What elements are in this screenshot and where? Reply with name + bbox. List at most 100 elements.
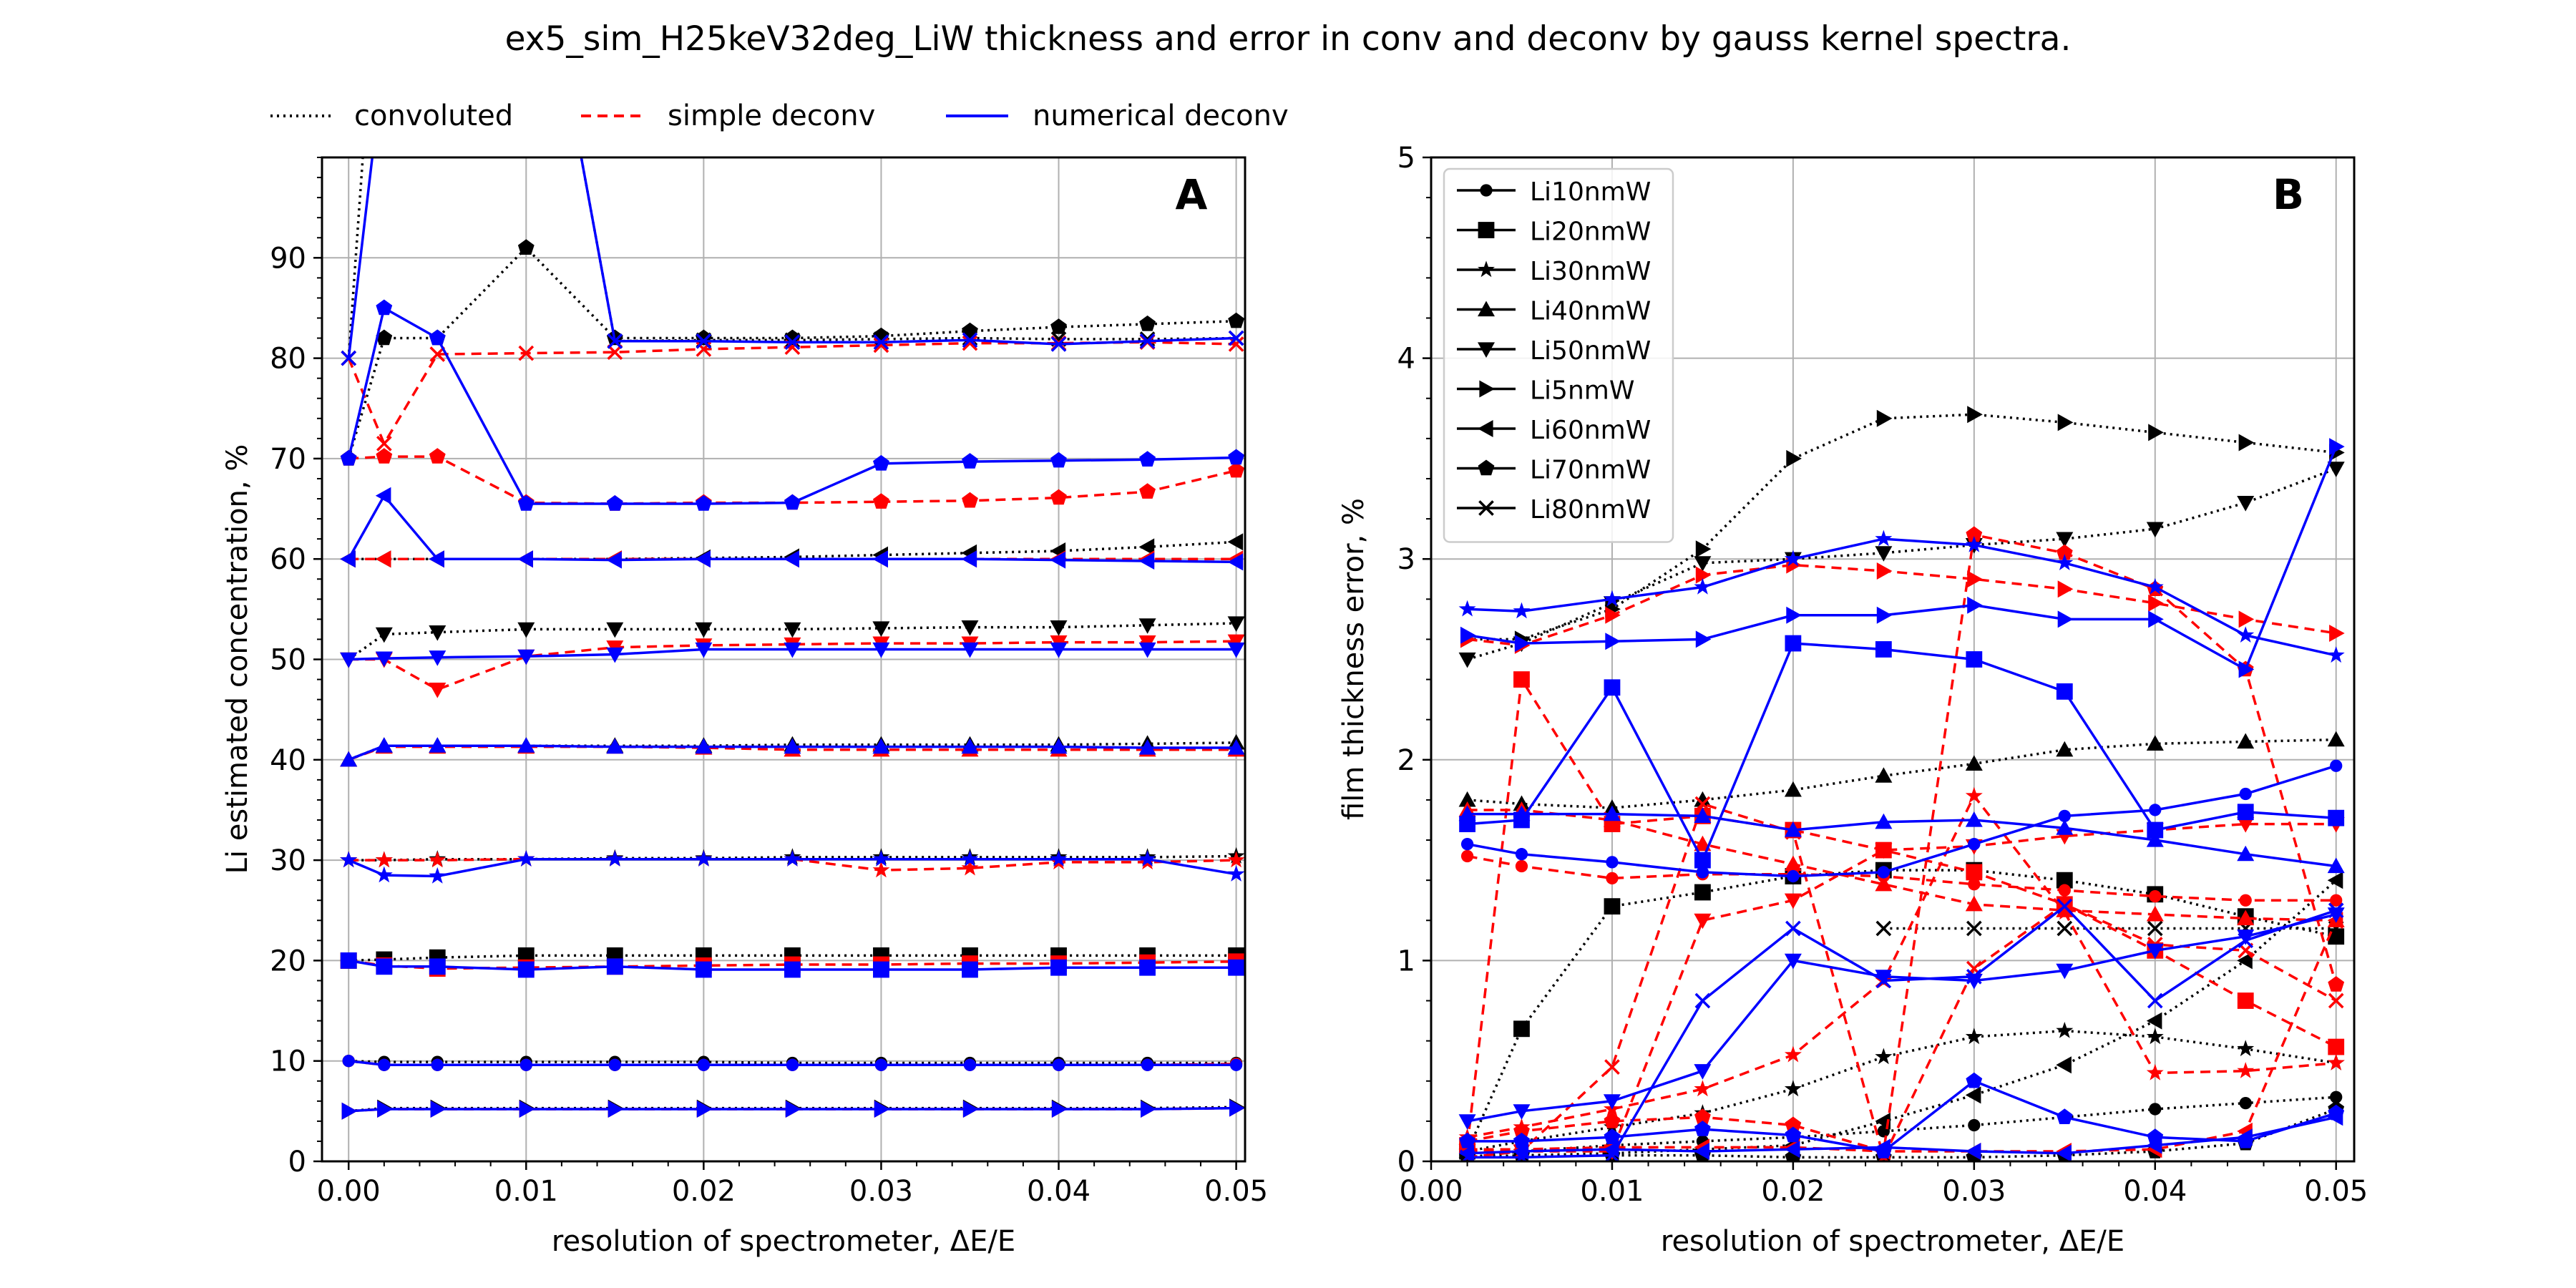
panel-b-point-li30nmw bbox=[2327, 646, 2345, 663]
panel-b-point-li30nmw bbox=[2146, 1063, 2164, 1080]
panel-b-point-li5nmw bbox=[2148, 594, 2164, 612]
panel-b-legend-marker-li20nmw bbox=[1478, 222, 1495, 238]
panel-a-point-li20nmw bbox=[873, 961, 889, 978]
panel-a-point-li80nmw bbox=[873, 337, 889, 353]
panel-b-legend-item-li10nmw: Li10nmW bbox=[1457, 177, 1651, 207]
panel-b-point-li40nmw bbox=[2056, 819, 2074, 835]
panel-b-point-li20nmw bbox=[1694, 852, 1711, 869]
panel-a-point-li30nmw bbox=[1227, 851, 1245, 868]
panel-b-ylabel: film thickness error, % bbox=[1337, 498, 1370, 820]
panel-b-legend-item-li5nmw: Li5nmW bbox=[1457, 376, 1634, 406]
panel-b-point-li60nmw bbox=[2056, 1144, 2072, 1161]
panel-b-point-li50nmw bbox=[1694, 556, 1712, 572]
panel-b-point-li10nmw bbox=[1606, 872, 1619, 884]
panel-b-point-li80nmw bbox=[2328, 902, 2344, 919]
panel-b-point-li80nmw bbox=[1604, 1147, 1620, 1161]
panel-a-point-li70nmw bbox=[376, 448, 393, 464]
panel-a-line-li20nmw-simple-deconv bbox=[348, 959, 1236, 970]
panel-b-legend-label: Li20nmW bbox=[1530, 218, 1651, 247]
panel-b-point-li30nmw bbox=[1875, 1048, 1893, 1065]
panel-a-point-li20nmw bbox=[606, 958, 623, 975]
panel-b-point-li5nmw bbox=[1786, 449, 1802, 467]
panel-a-point-li70nmw bbox=[376, 329, 393, 346]
panel-a-point-li80nmw bbox=[873, 331, 889, 347]
panel-b-point-li30nmw bbox=[1458, 600, 1476, 617]
top-legend-item-simple-deconv: simple deconv bbox=[581, 99, 875, 132]
panel-b-point-li80nmw bbox=[1694, 992, 1711, 1009]
panel-a-point-li80nmw bbox=[1050, 336, 1067, 352]
panel-b-point-li40nmw bbox=[2237, 909, 2255, 926]
panel-b-point-li70nmw bbox=[2328, 976, 2345, 992]
panel-a-point-li60nmw bbox=[1138, 538, 1155, 556]
panel-b-point-li30nmw bbox=[1965, 786, 1983, 804]
panel-b-x-tick-label: 0.00 bbox=[1399, 1175, 1463, 1208]
panel-a-point-li60nmw bbox=[872, 550, 888, 568]
panel-b-point-li40nmw bbox=[1784, 855, 1802, 872]
panel-a-point-li20nmw bbox=[1228, 959, 1244, 976]
panel-a-point-li70nmw bbox=[606, 495, 623, 511]
panel-a-line-li10nmw-convoluted bbox=[348, 1059, 1236, 1065]
panel-a-point-li60nmw bbox=[517, 550, 533, 568]
panel-b-point-li60nmw bbox=[2056, 1056, 2072, 1074]
panel-b-point-li40nmw bbox=[1965, 895, 1983, 912]
panel-a-line-li20nmw-numerical-deconv bbox=[348, 959, 1236, 971]
panel-b-legend-item-li60nmw: Li60nmW bbox=[1457, 416, 1651, 445]
panel-b-point-li60nmw bbox=[2146, 1012, 2162, 1030]
panel-a-point-li30nmw bbox=[606, 850, 624, 867]
panel-b-point-li20nmw bbox=[2237, 804, 2254, 821]
panel-b-point-li30nmw bbox=[1965, 1028, 1983, 1045]
panel-a-point-li20nmw bbox=[962, 961, 978, 978]
panel-a-point-li60nmw bbox=[1227, 533, 1244, 551]
panel-b-point-li10nmw bbox=[1877, 866, 1890, 879]
panel-a-ylabel: Li estimated concentration, % bbox=[221, 444, 254, 874]
panel-a-point-li30nmw bbox=[1227, 865, 1245, 882]
panel-b-point-li40nmw bbox=[1965, 755, 1983, 771]
panel-b-x-tick-label: 0.02 bbox=[1761, 1175, 1825, 1208]
panel-a-point-li60nmw bbox=[1227, 553, 1244, 571]
panel-b-legend-item-li80nmw: Li80nmW bbox=[1457, 495, 1651, 525]
panel-a-point-li20nmw bbox=[340, 952, 357, 969]
panel-a-point-li20nmw bbox=[376, 958, 393, 975]
panel-b-point-li50nmw bbox=[2146, 522, 2164, 538]
panel-a-point-li80nmw bbox=[962, 335, 978, 351]
panel-b-point-li50nmw bbox=[1458, 1114, 1476, 1130]
panel-a-line-li60nmw-numerical-deconv bbox=[347, 493, 1236, 564]
panel-a-x-tick-label: 0.00 bbox=[317, 1175, 381, 1208]
panel-a-point-li70nmw bbox=[1139, 451, 1156, 467]
panel-b-point-li50nmw bbox=[2056, 532, 2074, 548]
panel-b-point-li40nmw bbox=[1458, 791, 1476, 807]
panel-b-point-li5nmw bbox=[2238, 660, 2255, 678]
panel-a-point-li10nmw bbox=[1229, 1058, 1243, 1071]
panel-a-y-tick-label: 80 bbox=[270, 343, 306, 376]
panel-a-point-li20nmw bbox=[429, 958, 446, 975]
panel-a-y-tick-label: 70 bbox=[270, 443, 306, 476]
panel-b-point-li5nmw bbox=[1514, 635, 1531, 653]
panel-b-point-li50nmw bbox=[1694, 913, 1712, 930]
panel-b-point-li10nmw bbox=[2058, 884, 2071, 897]
panel-a-point-li70nmw bbox=[517, 495, 535, 511]
panel-a-y-tick-label: 30 bbox=[270, 844, 306, 877]
panel-b-point-li80nmw bbox=[2057, 920, 2073, 937]
panel-b-point-li40nmw bbox=[2056, 902, 2074, 917]
panel-b-x-tick-label: 0.05 bbox=[2304, 1175, 2368, 1208]
panel-b-point-li30nmw bbox=[1784, 550, 1802, 567]
panel-a-point-li30nmw bbox=[961, 859, 979, 876]
panel-a-point-li30nmw bbox=[429, 867, 447, 884]
panel-a-point-li50nmw bbox=[375, 627, 393, 643]
top-legend-label-convoluted: convoluted bbox=[354, 99, 513, 132]
panel-a-series-li50nmw-numerical-deconv bbox=[340, 642, 1245, 668]
panel-a-point-li10nmw bbox=[1052, 1058, 1065, 1071]
figure-title: ex5_sim_H25keV32deg_LiW thickness and er… bbox=[505, 19, 2072, 59]
panel-a-point-li50nmw bbox=[606, 622, 624, 638]
panel-b-legend-label: Li40nmW bbox=[1530, 297, 1651, 326]
panel-b-point-li80nmw bbox=[1694, 796, 1711, 812]
panel-a-point-li30nmw bbox=[695, 850, 713, 867]
top-legend: convoluted simple deconv numerical decon… bbox=[270, 99, 1289, 132]
panel-a-point-li50nmw bbox=[517, 622, 535, 638]
panel-b-point-li5nmw bbox=[1460, 626, 1476, 644]
panel-a-series-li10nmw-numerical-deconv bbox=[342, 1055, 1243, 1071]
panel-a-point-li70nmw bbox=[429, 448, 446, 464]
panel-a-point-li70nmw bbox=[376, 299, 393, 316]
panel-b-point-li40nmw bbox=[2327, 857, 2345, 874]
